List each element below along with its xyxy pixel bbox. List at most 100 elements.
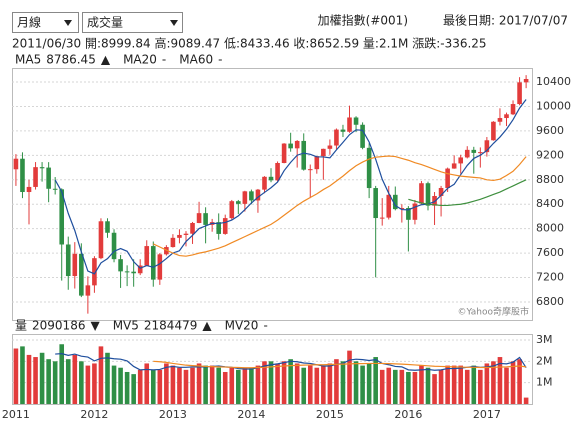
volume-bar	[412, 371, 418, 404]
last-date: 最後日期: 2017/07/07	[443, 14, 568, 28]
y-tick-label: 10400	[536, 75, 571, 88]
candle-body	[360, 124, 365, 148]
legend-text: 8786.45	[46, 53, 96, 67]
candle-body	[262, 176, 267, 190]
volume-bar	[484, 363, 490, 404]
volume-bar	[307, 365, 313, 404]
candle-body	[124, 271, 130, 273]
y-tick-label: 10000	[536, 99, 571, 112]
volume-bar	[471, 365, 477, 404]
volume-bar	[59, 344, 65, 404]
volume-bar	[340, 361, 346, 404]
period-select[interactable]: 月線	[17, 15, 41, 30]
indicator-dropdown[interactable]	[82, 12, 183, 33]
candle-body	[39, 167, 45, 169]
candle-body	[445, 168, 450, 188]
candle-body	[46, 167, 51, 189]
volume-bar	[360, 365, 365, 404]
legend-text: ▼	[90, 319, 100, 333]
candle-body	[275, 162, 280, 181]
candle-body	[327, 145, 333, 149]
volume-bar	[334, 359, 339, 404]
volume-bar	[478, 369, 483, 404]
candle-body	[497, 118, 503, 122]
volume-bar	[386, 367, 392, 404]
candle-body	[20, 158, 25, 193]
legend-text: MV20	[225, 319, 259, 333]
volume-bar	[118, 367, 123, 404]
volume-bar	[52, 361, 58, 404]
line	[55, 353, 527, 371]
candle-body	[334, 129, 339, 146]
volume-bar	[203, 365, 208, 404]
watermark: ©Yahoo奇摩股市	[458, 306, 530, 318]
volume-bar	[523, 397, 529, 404]
volume-bar	[39, 352, 45, 404]
volume-bar	[209, 365, 215, 404]
volume-bar	[262, 361, 267, 404]
y-tick-label: 8800	[536, 173, 564, 186]
indicator-select[interactable]: 成交量	[87, 15, 123, 30]
volume-bar	[170, 365, 176, 404]
candle-body	[478, 152, 483, 154]
volume-bar	[373, 357, 378, 404]
legend-text: 2090186	[32, 319, 85, 333]
legend-text: 量	[15, 319, 27, 333]
dropdown-arrow	[170, 20, 178, 26]
volume-bar	[281, 361, 287, 404]
y-tick-label: 1M	[536, 376, 553, 389]
volume-bar	[510, 361, 516, 404]
legend-text: -	[162, 53, 166, 67]
volume-bar	[229, 367, 235, 404]
candle-body	[65, 244, 71, 277]
volume-bar	[517, 359, 522, 404]
candle-body	[307, 169, 313, 171]
candle-body	[288, 143, 293, 149]
candle-body	[321, 148, 326, 157]
candle-body	[131, 271, 136, 274]
volume-bar	[392, 369, 398, 404]
candle-body	[190, 222, 195, 234]
candle-body	[406, 208, 411, 220]
volume-bar	[451, 365, 457, 404]
volume-bar	[321, 365, 326, 404]
volume-bar	[379, 369, 385, 404]
volume-bar	[92, 363, 97, 404]
candle-body	[353, 117, 359, 125]
candle-body	[464, 149, 470, 158]
volume-bar	[314, 367, 320, 404]
period-dropdown[interactable]	[12, 12, 79, 33]
legend-text: MV5	[113, 319, 139, 333]
main-frame	[12, 68, 533, 321]
volume-bar	[249, 367, 254, 404]
candle-body	[85, 285, 91, 296]
volume-bar	[98, 346, 104, 404]
volume-bar	[438, 369, 444, 404]
candle-body	[255, 189, 261, 201]
candle-body	[79, 253, 84, 296]
volume-bar	[242, 367, 248, 404]
volume-bar	[236, 369, 241, 404]
candle-body	[438, 187, 444, 196]
volume-bar	[301, 367, 307, 404]
y-tick-label: 7200	[536, 271, 564, 284]
volume-bar	[419, 365, 424, 404]
volume-bar	[105, 352, 110, 404]
y-tick-label: 8400	[536, 197, 564, 210]
candle-body	[118, 259, 123, 272]
candle-body	[59, 189, 65, 245]
volume-bar	[79, 361, 84, 404]
x-tick-label: 2014	[237, 408, 265, 421]
candle-body	[177, 234, 182, 238]
x-tick-label: 2016	[394, 408, 422, 421]
line	[153, 360, 527, 369]
y-tick-label: 9600	[536, 124, 564, 137]
candle-body	[347, 117, 352, 132]
candle-body	[314, 156, 320, 170]
volume-bar	[399, 369, 405, 404]
legend-text: MA60	[179, 53, 213, 67]
x-tick-label: 2015	[316, 408, 344, 421]
line	[54, 99, 527, 275]
volume-bar	[124, 371, 130, 404]
